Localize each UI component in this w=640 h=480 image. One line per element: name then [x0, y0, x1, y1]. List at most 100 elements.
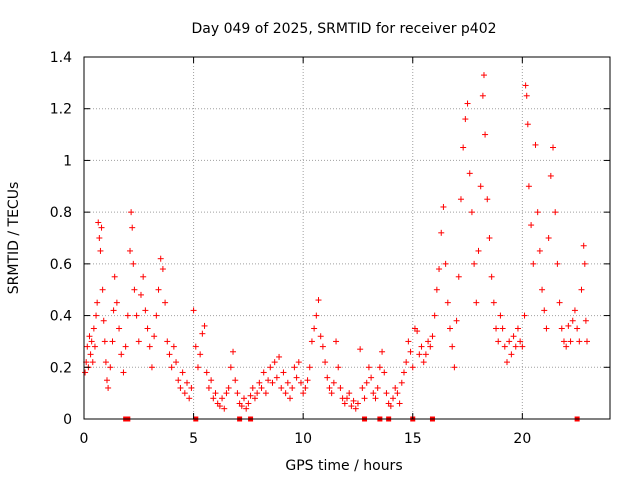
- data-point: [501, 343, 508, 350]
- grid-layer: [84, 57, 610, 419]
- data-point: [522, 82, 529, 89]
- x-axis-label: GPS time / hours: [285, 458, 402, 474]
- data-point: [199, 330, 206, 337]
- data-point: [374, 384, 381, 391]
- data-point: [493, 325, 500, 332]
- data-point: [457, 196, 464, 203]
- data-point: [192, 343, 199, 350]
- data-point: [201, 322, 208, 329]
- data-point: [295, 359, 302, 366]
- data-point: [234, 390, 241, 397]
- chart-title: Day 049 of 2025, SRMTID for receiver p40…: [191, 21, 496, 37]
- data-point: [251, 395, 258, 402]
- data-point: [97, 247, 104, 254]
- data-point: [249, 384, 256, 391]
- data-point: [284, 379, 291, 386]
- data-point: [208, 377, 215, 384]
- data-point: [348, 403, 355, 410]
- y-axis-label: SRMTID / TECUs: [6, 182, 22, 295]
- data-point: [394, 390, 401, 397]
- data-point: [212, 390, 219, 397]
- data-point: [238, 403, 245, 410]
- y-tick-label: 1.4: [50, 50, 72, 66]
- data-point: [582, 317, 589, 324]
- y-tick-label: 0.2: [50, 360, 72, 376]
- data-point: [151, 333, 158, 340]
- data-point: [243, 405, 250, 412]
- data-point: [503, 359, 510, 366]
- data-point: [486, 235, 493, 241]
- data-point: [227, 364, 234, 371]
- data-point: [379, 348, 386, 355]
- data-point: [431, 312, 438, 319]
- data-point: [350, 397, 357, 404]
- data-point: [473, 299, 480, 306]
- data-point: [184, 379, 191, 386]
- data-point: [514, 325, 521, 332]
- data-point: [88, 338, 95, 345]
- data-point: [372, 395, 379, 402]
- data-point: [278, 384, 285, 391]
- data-point: [547, 172, 554, 179]
- data-point: [326, 384, 333, 391]
- data-point: [543, 325, 550, 332]
- data-point: [308, 338, 315, 345]
- data-point: [90, 325, 97, 332]
- data-point: [302, 384, 309, 391]
- data-point: [240, 395, 247, 402]
- data-point: [416, 351, 423, 358]
- x-tick-label: 5: [189, 431, 198, 447]
- data-point: [418, 343, 425, 350]
- data-point: [392, 384, 399, 391]
- data-point: [438, 229, 445, 236]
- data-point: [232, 377, 239, 384]
- data-point: [113, 299, 120, 306]
- data-point: [105, 384, 112, 391]
- data-point: [565, 322, 572, 329]
- axes-layer: 0 5 10 15 20 0 0.2 0.4 0.6 0.8 1 1.2 1.4: [50, 50, 611, 447]
- x-tick-label: 20: [513, 431, 531, 447]
- data-point: [148, 364, 155, 371]
- data-point: [223, 390, 230, 397]
- data-point: [451, 364, 458, 371]
- data-point: [363, 379, 370, 386]
- data-point: [219, 395, 226, 402]
- data-point: [330, 379, 337, 386]
- data-point: [346, 390, 353, 397]
- data-point: [297, 379, 304, 386]
- data-point: [479, 92, 486, 99]
- data-point: [495, 338, 502, 345]
- data-point: [109, 338, 116, 345]
- data-point: [368, 374, 375, 381]
- y-tick-label: 0.6: [50, 257, 72, 273]
- data-point: [205, 384, 212, 391]
- data-point: [490, 299, 497, 306]
- data-point: [427, 343, 434, 350]
- data-point: [387, 403, 394, 410]
- data-point: [532, 141, 539, 148]
- data-point: [436, 266, 443, 273]
- data-point: [471, 260, 478, 267]
- data-point: [499, 325, 506, 332]
- data-point: [429, 333, 436, 340]
- data-point: [170, 343, 177, 350]
- data-point: [319, 343, 326, 350]
- data-point: [118, 351, 125, 358]
- data-point: [357, 346, 364, 353]
- data-point: [569, 317, 576, 324]
- data-point: [455, 273, 462, 280]
- data-point: [267, 364, 274, 371]
- data-point: [488, 273, 495, 280]
- data-point: [521, 312, 528, 319]
- data-point: [221, 405, 228, 412]
- data-point: [462, 116, 469, 123]
- data-point: [578, 286, 585, 293]
- data-point: [269, 379, 276, 386]
- data-point: [98, 224, 105, 231]
- data-point: [453, 317, 460, 324]
- data-point: [422, 351, 429, 358]
- data-point: [370, 390, 377, 397]
- data-point: [405, 338, 412, 345]
- data-point: [280, 369, 287, 376]
- y-tick-label: 1.2: [50, 102, 72, 118]
